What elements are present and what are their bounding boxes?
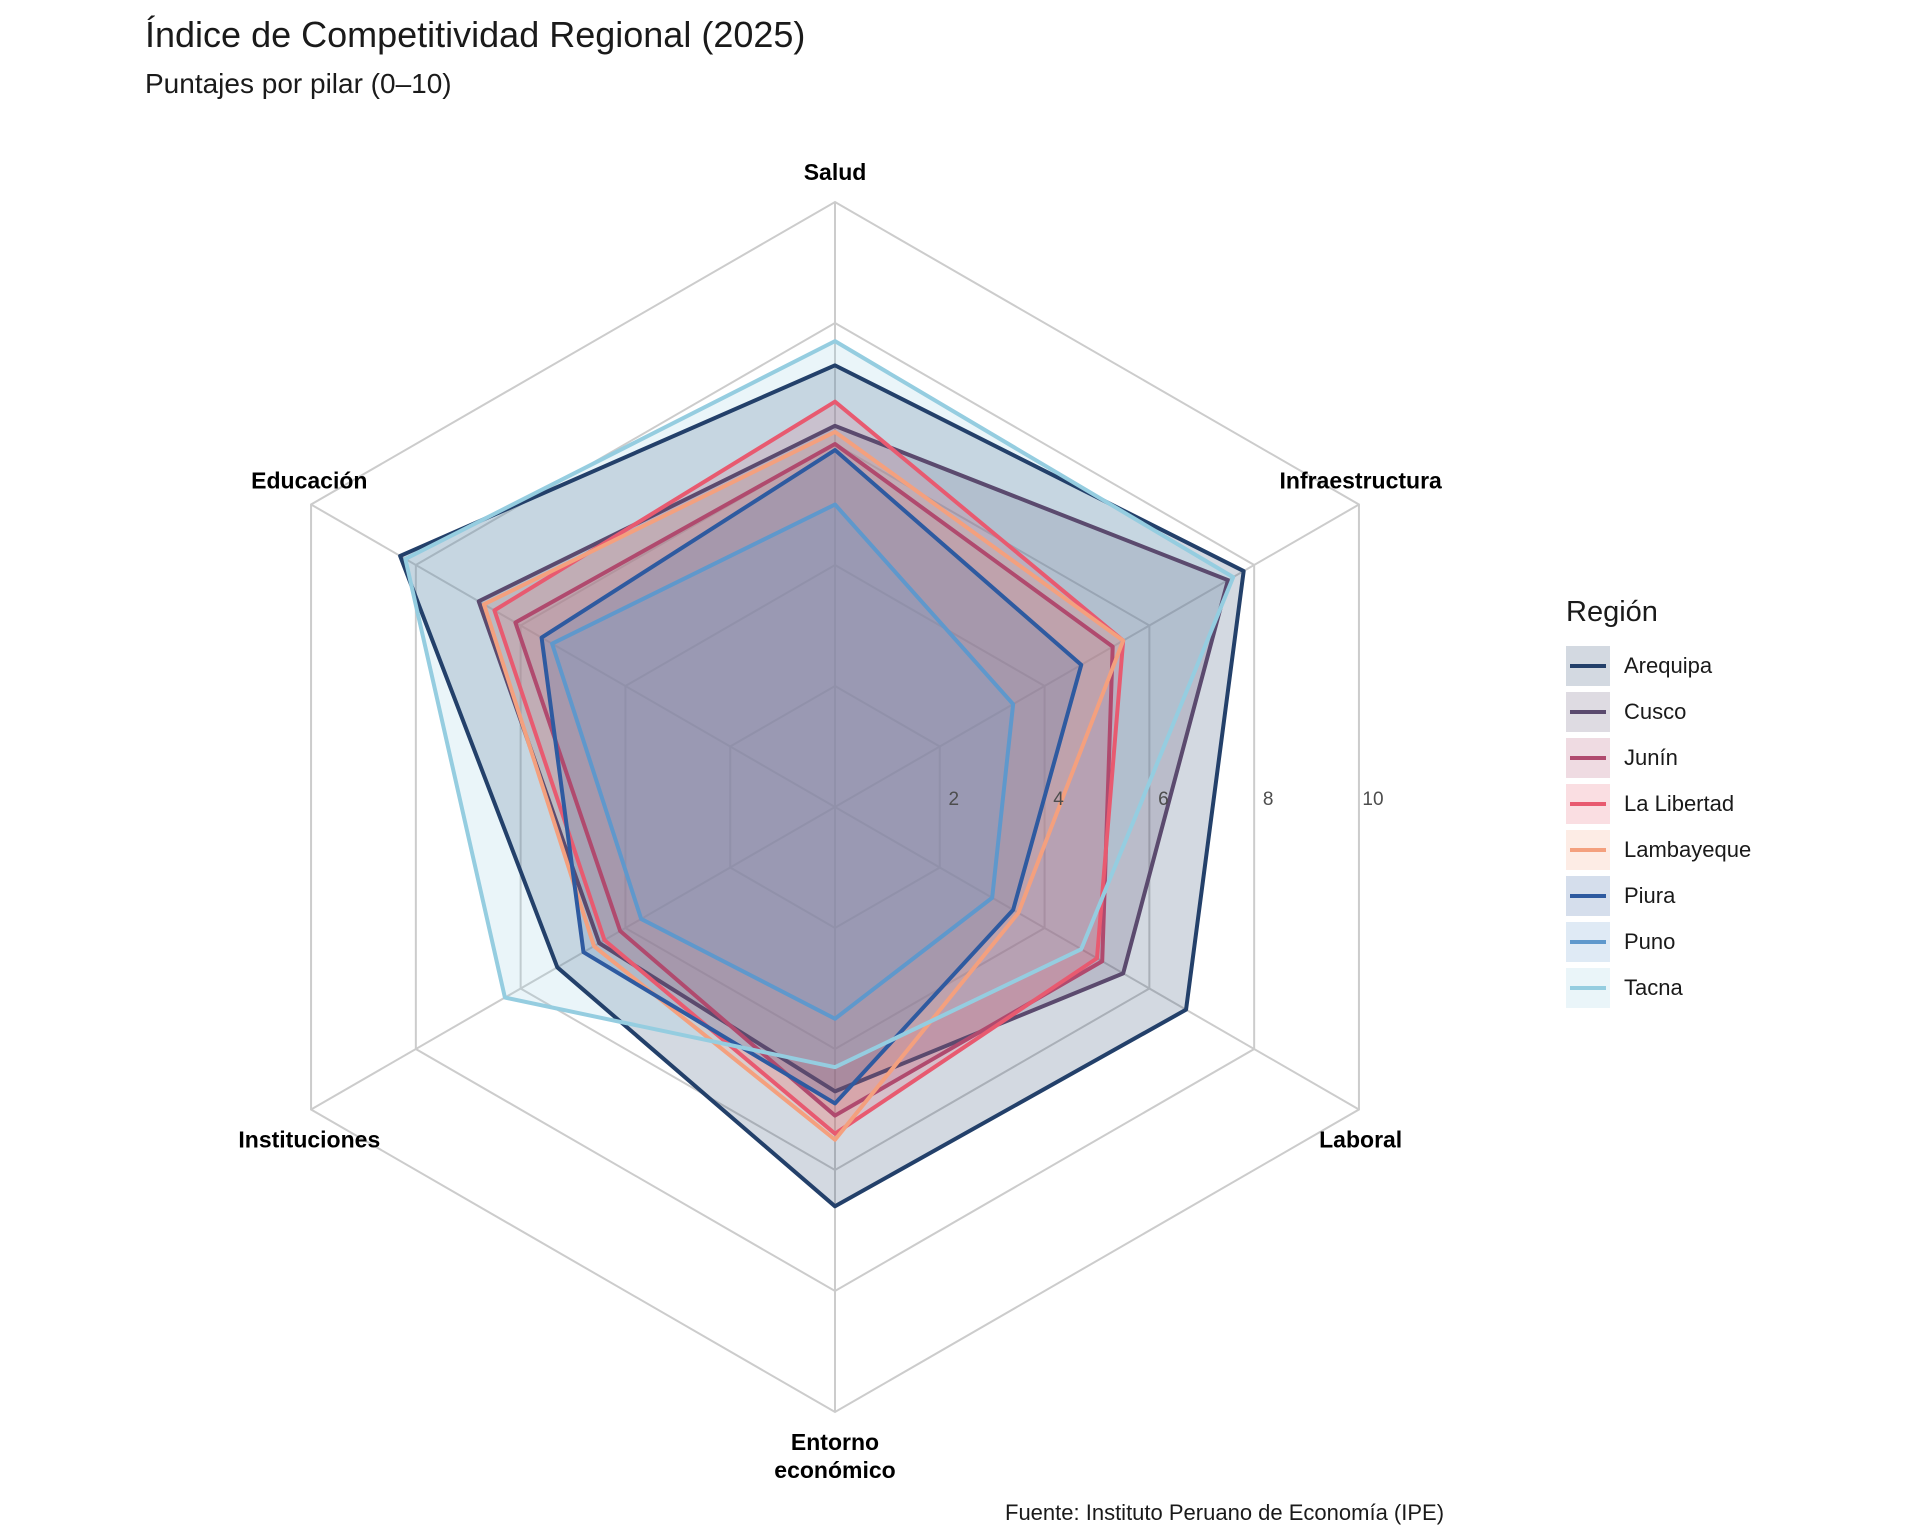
legend-label: Lambayeque [1624, 837, 1751, 863]
legend-item: Puno [1566, 919, 1751, 965]
legend-key [1566, 784, 1610, 824]
axis-label-line: Laboral [1319, 1127, 1402, 1153]
legend-item: Cusco [1566, 689, 1751, 735]
radial-tick-label: 4 [1053, 789, 1064, 810]
axis-label-0: Salud [804, 159, 867, 185]
legend-key [1566, 692, 1610, 732]
legend-item: Arequipa [1566, 643, 1751, 689]
legend-key [1566, 968, 1610, 1008]
legend-label: Puno [1624, 929, 1675, 955]
legend-key [1566, 646, 1610, 686]
axis-label-line: económico [774, 1457, 895, 1483]
legend-label: Junín [1624, 745, 1678, 771]
legend-key-line [1570, 802, 1606, 806]
axis-label-line: Salud [804, 159, 867, 185]
axis-label-1: Infraestructura [1280, 468, 1443, 494]
legend-key [1566, 830, 1610, 870]
series-fills [400, 341, 1244, 1206]
legend-key [1566, 738, 1610, 778]
legend-label: Cusco [1624, 699, 1686, 725]
axis-label-3: Entorno económico [774, 1429, 895, 1483]
radial-tick-label: 10 [1362, 789, 1383, 810]
axis-label-2: Laboral [1319, 1127, 1402, 1153]
legend-item: Tacna [1566, 965, 1751, 1011]
legend-items: Arequipa Cusco Junín La Libertad Lambayeque P… [1566, 643, 1751, 1011]
axis-label-line: Infraestructura [1280, 468, 1443, 494]
axis-label-line: Educación [251, 468, 367, 494]
legend-item: La Libertad [1566, 781, 1751, 827]
legend-label: Piura [1624, 883, 1675, 909]
legend-label: La Libertad [1624, 791, 1734, 817]
axis-label-line: Entorno [791, 1429, 879, 1455]
legend-title: Región [1566, 596, 1751, 629]
legend-key [1566, 876, 1610, 916]
axis-label-5: Educación [251, 468, 367, 494]
legend-key-line [1570, 664, 1606, 668]
legend-label: Arequipa [1624, 653, 1712, 679]
legend-item: Junín [1566, 735, 1751, 781]
axis-label-4: Instituciones [238, 1127, 380, 1153]
chart-caption: Fuente: Instituto Peruano de Economía (I… [1005, 1500, 1444, 1526]
legend-key [1566, 922, 1610, 962]
axis-label-line: Instituciones [238, 1127, 380, 1153]
legend-key-line [1570, 940, 1606, 944]
legend-key-line [1570, 986, 1606, 990]
legend: Región Arequipa Cusco Junín La Libertad Lamb… [1566, 596, 1751, 1011]
legend-label: Tacna [1624, 975, 1683, 1001]
radial-tick-label: 2 [949, 789, 960, 810]
legend-key-line [1570, 894, 1606, 898]
legend-item: Piura [1566, 873, 1751, 919]
legend-key-line [1570, 756, 1606, 760]
radial-tick-label: 8 [1263, 789, 1274, 810]
legend-item: Lambayeque [1566, 827, 1751, 873]
legend-key-line [1570, 848, 1606, 852]
radial-tick-label: 6 [1158, 789, 1169, 810]
legend-key-line [1570, 710, 1606, 714]
